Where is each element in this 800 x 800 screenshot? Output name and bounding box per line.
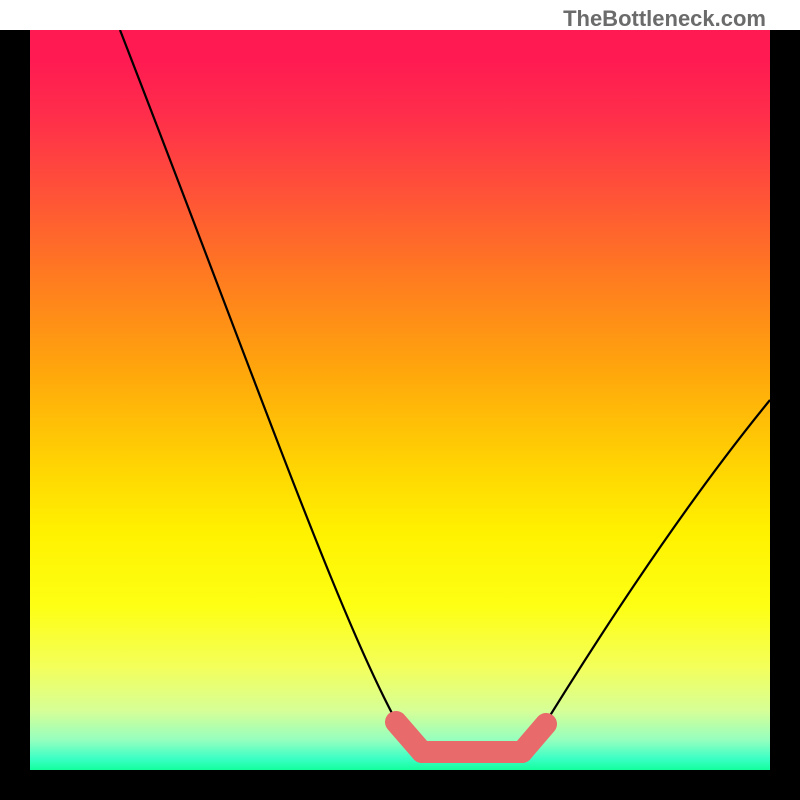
chart-container: TheBottleneck.com (0, 0, 800, 800)
curve-layer (30, 30, 770, 770)
border-right (770, 30, 800, 800)
watermark-text: TheBottleneck.com (563, 6, 766, 32)
pink-highlight (396, 722, 546, 752)
border-left (0, 30, 30, 800)
v-curve-path (120, 30, 770, 748)
border-bottom (0, 770, 800, 800)
pink-right-segment (522, 724, 546, 752)
